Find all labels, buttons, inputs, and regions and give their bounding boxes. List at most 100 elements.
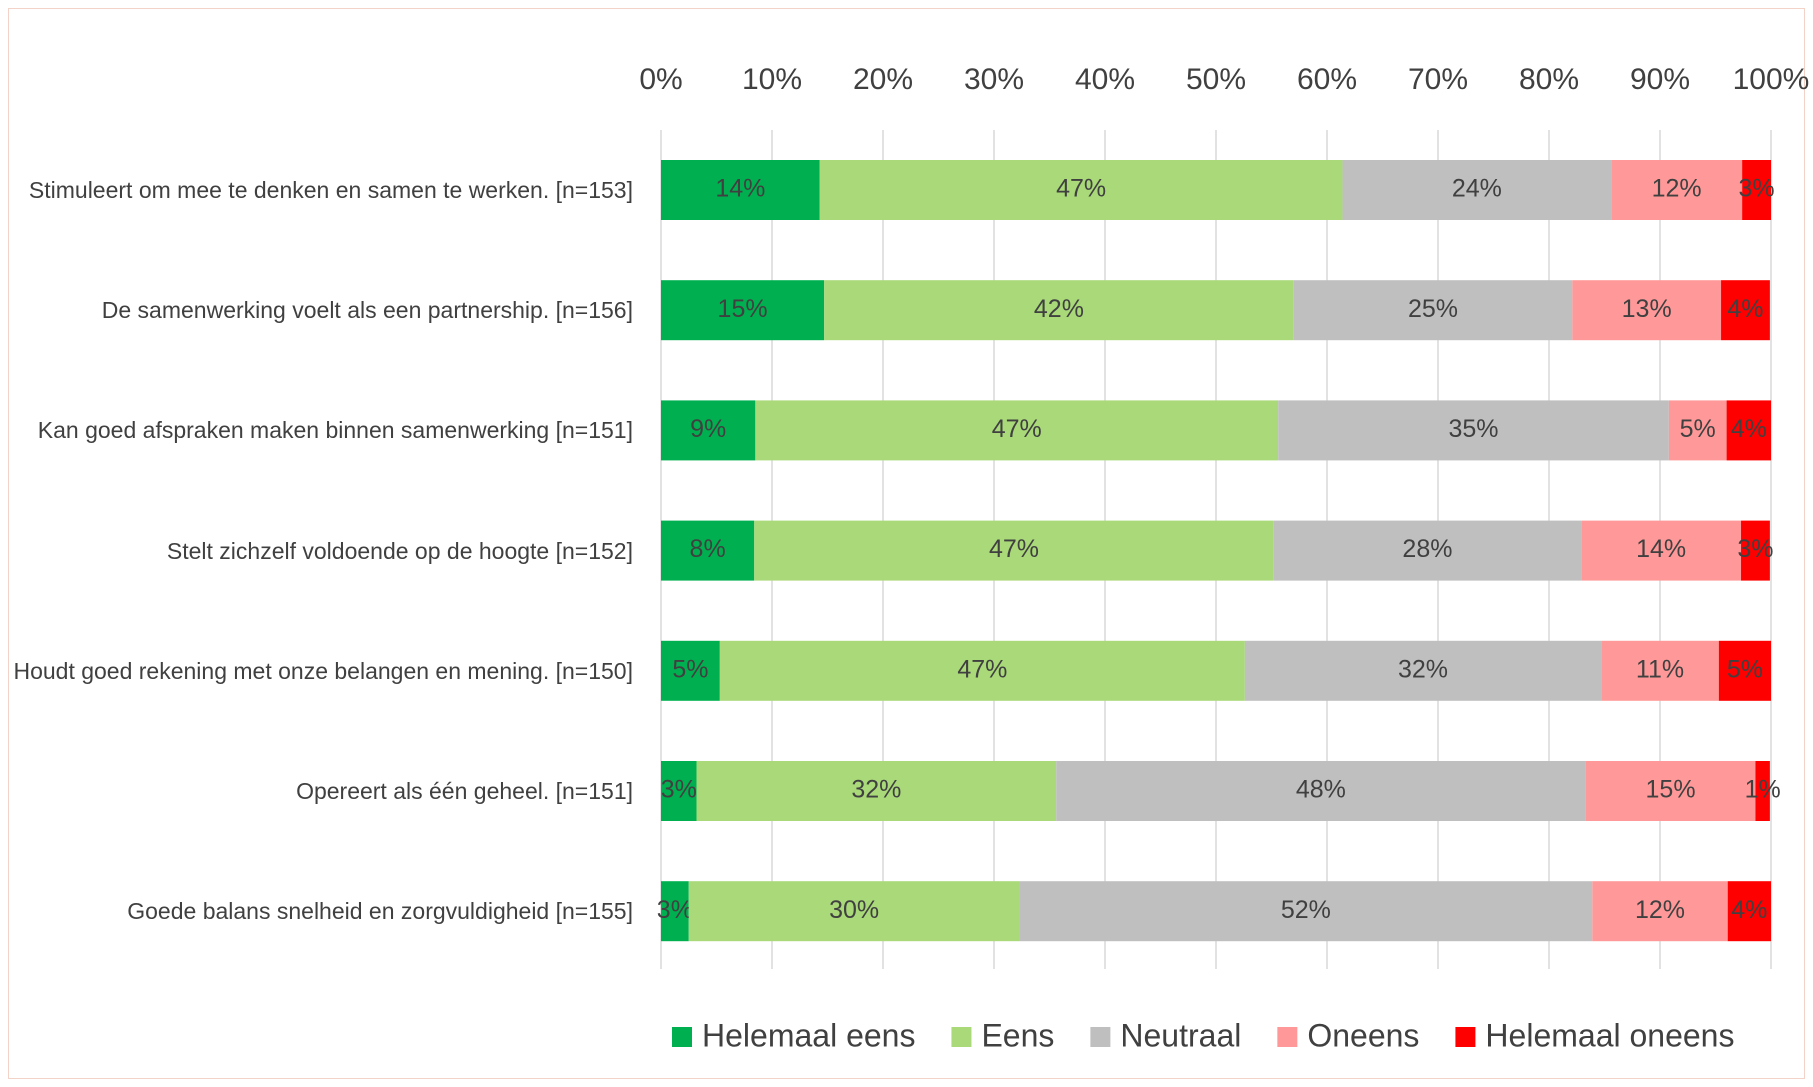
bar-segment [754,520,1274,581]
bar-segment [1741,520,1770,581]
bar-segment [1718,640,1771,701]
x-tick-label: 10% [742,63,802,96]
category-label: Houdt goed rekening met onze belangen en… [13,657,633,684]
legend-swatch [1455,1027,1476,1047]
bar-segment [1755,761,1770,821]
data-label: 47% [957,655,1007,683]
data-label: 24% [1452,175,1502,203]
data-label: 14% [715,175,765,203]
data-label: 3% [1737,535,1773,563]
x-tick-label: 0% [639,63,682,96]
bar-segment [1278,400,1669,461]
x-tick-label: 70% [1408,63,1468,96]
data-label: 9% [690,415,726,443]
legend-label: Neutraal [1120,1017,1241,1053]
bar-segment [661,400,756,461]
bar-segment [696,761,1057,821]
data-label: 3% [657,896,693,924]
x-tick-label: 50% [1186,63,1246,96]
bar-segment [688,881,1020,942]
bar-segment [1592,881,1728,942]
x-tick-label: 90% [1630,63,1690,96]
category-label: Stimuleert om mee te denken en samen te … [28,177,633,203]
bar-segment [1721,280,1770,341]
bar-segment [1572,280,1722,341]
data-label: 15% [1646,776,1696,804]
bar-segment [1726,400,1771,461]
legend-label: Helemaal eens [702,1017,915,1053]
legend-label: Oneens [1307,1017,1419,1053]
bar-segment [1293,280,1573,341]
x-tick-label: 100% [1733,63,1810,96]
data-label: 4% [1727,295,1763,323]
bar-segment [1273,520,1582,581]
bar-segment [1727,881,1771,942]
category-label: De samenwerking voelt als een partnershi… [101,297,633,324]
bar-segment [1056,761,1586,821]
data-label: 47% [992,415,1042,443]
category-label: Opereert als één geheel. [n=151] [296,778,633,804]
data-label: 32% [1398,655,1448,683]
data-label: 28% [1402,535,1452,563]
data-label: 4% [1731,415,1767,443]
bar-segment [661,881,689,942]
data-label: 8% [690,535,726,563]
legend-swatch [1277,1027,1298,1047]
bar-segment [1742,160,1771,220]
bar-segment [1668,400,1727,461]
bar-segment [1611,160,1743,220]
data-label: 48% [1296,776,1346,804]
bar-segment [1244,640,1602,701]
data-label: 1% [1745,776,1781,804]
legend-label: Eens [981,1017,1054,1053]
bar-segment [755,400,1279,461]
bar-segment [824,280,1294,341]
x-tick-label: 20% [853,63,913,96]
x-tick-label: 60% [1297,63,1357,96]
data-label: 15% [718,295,768,323]
bar-segment [1342,160,1612,220]
legend-swatch [951,1027,972,1047]
data-label: 5% [672,655,708,683]
legend-label: Helemaal oneens [1485,1017,1734,1053]
data-label: 13% [1622,295,1672,323]
data-label: 52% [1281,896,1331,924]
data-label: 35% [1448,415,1498,443]
legend-swatch [672,1027,692,1047]
data-label: 12% [1652,175,1702,203]
data-label: 11% [1636,655,1684,683]
category-label: Stelt zichzelf voldoende op de hoogte [n… [166,537,633,564]
bar-segment [661,640,720,701]
data-label: 3% [1738,175,1774,203]
legend-swatch [1090,1027,1111,1047]
data-label: 12% [1635,896,1685,924]
category-label: Goede balans snelheid en zorgvuldigheid … [127,898,633,925]
bar-segment [661,520,755,581]
x-tick-label: 30% [964,63,1024,96]
data-label: 47% [989,535,1039,563]
category-label: Kan goed afspraken maken binnen samenwer… [37,417,633,444]
bar-segment [819,160,1343,220]
data-label: 4% [1731,896,1767,924]
x-tick-label: 80% [1519,63,1579,96]
bar-segment [661,160,820,220]
data-label: 3% [661,776,697,804]
x-tick-label: 40% [1075,63,1135,96]
bar-segment [661,280,825,341]
data-label: 14% [1636,535,1686,563]
bar-segment [1601,640,1719,701]
bar-segment [1019,881,1593,942]
chart-border [8,8,1805,1079]
bar-segment [661,761,697,821]
data-label: 30% [829,896,879,924]
data-label: 5% [1727,655,1763,683]
data-label: 25% [1408,295,1458,323]
data-label: 5% [1680,415,1716,443]
bar-segment [1585,761,1756,821]
data-label: 32% [851,776,901,804]
data-label: 42% [1034,295,1084,323]
bar-segment [1581,520,1742,581]
bar-segment [719,640,1245,701]
